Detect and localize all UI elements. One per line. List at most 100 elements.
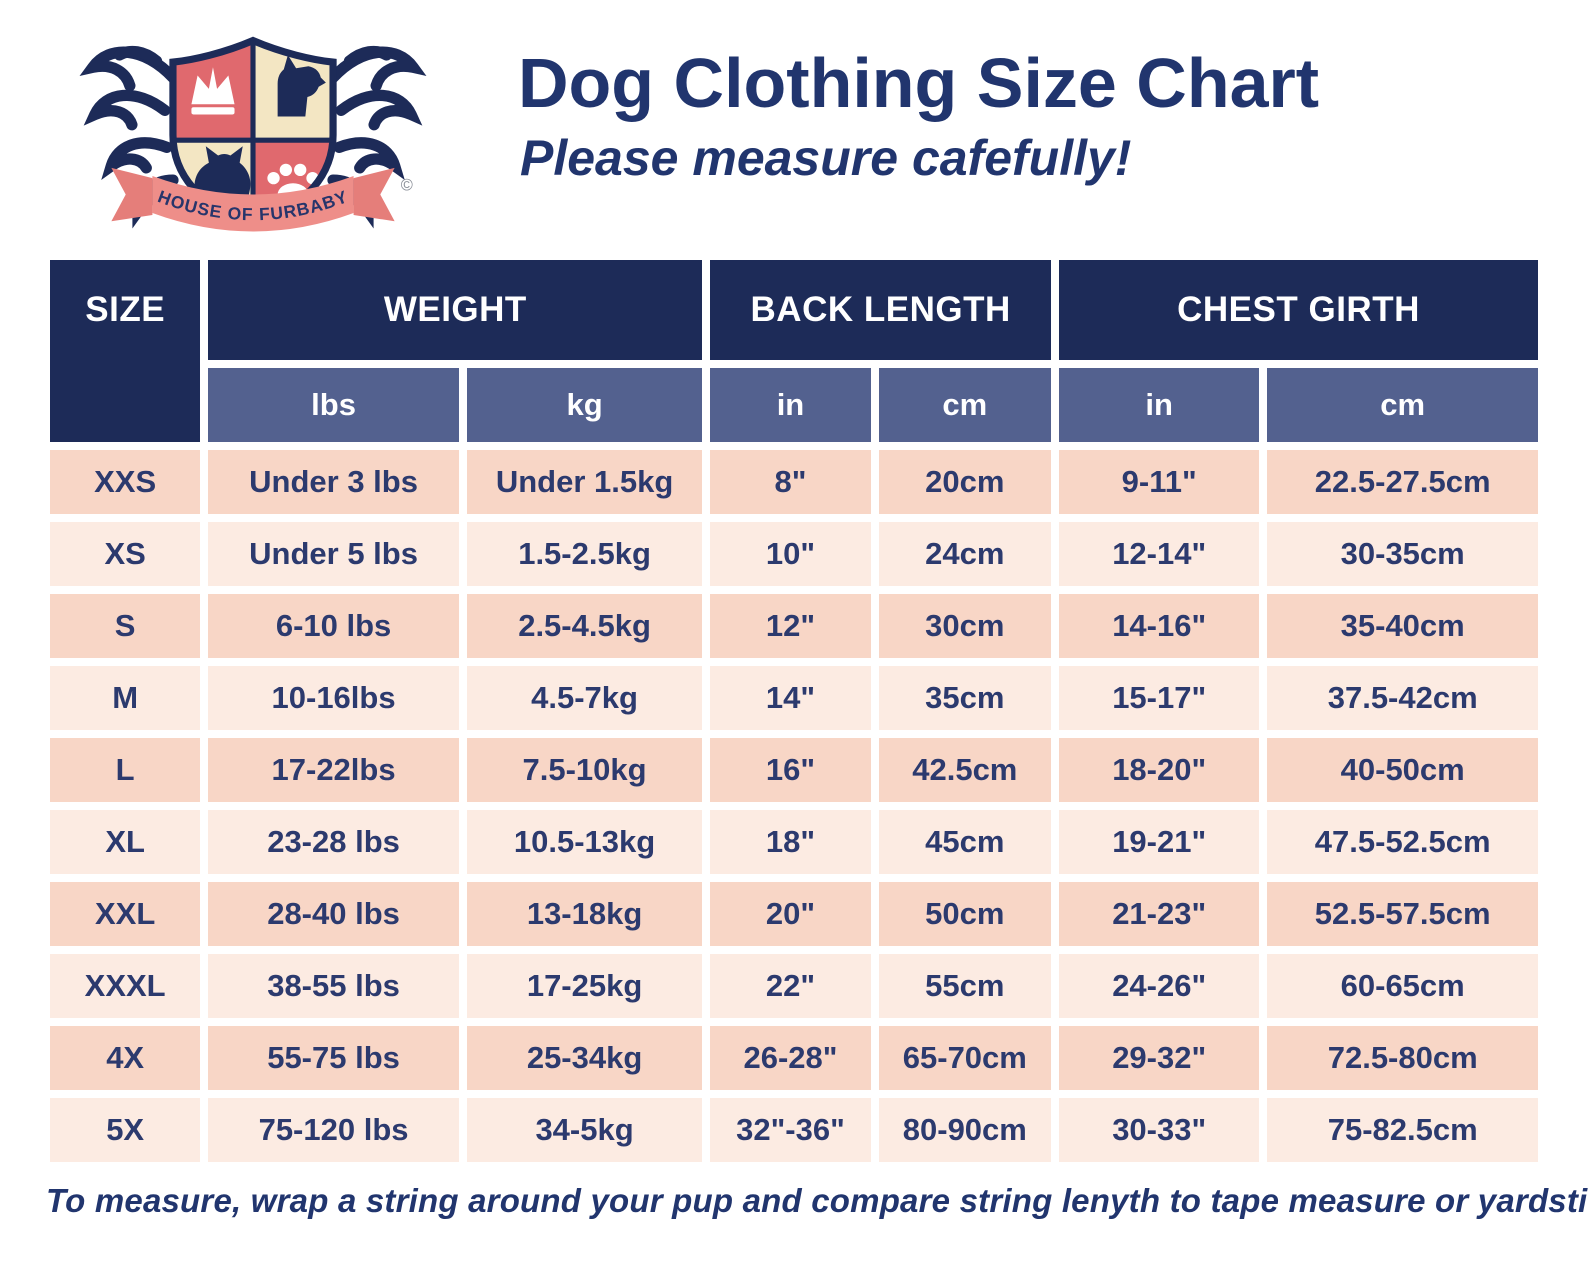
- dog-icon: [277, 54, 326, 117]
- cell-chest-cm: 52.5-57.5cm: [1267, 882, 1538, 946]
- cell-chest-cm: 37.5-42cm: [1267, 666, 1538, 730]
- cell-chest-cm: 75-82.5cm: [1267, 1098, 1538, 1162]
- cell-weight-lbs: 28-40 lbs: [208, 882, 459, 946]
- cell-chest-cm: 35-40cm: [1267, 594, 1538, 658]
- crest-logo: HOUSE OF FURBABY ©: [42, 18, 490, 251]
- crown-icon: [191, 67, 235, 115]
- cell-weight-kg: 2.5-4.5kg: [466, 594, 703, 658]
- subheader-back-in: in: [710, 368, 871, 442]
- table-row: XS Under 5 lbs 1.5-2.5kg 10" 24cm 12-14"…: [50, 522, 1538, 586]
- subheader-chest-cm: cm: [1267, 368, 1538, 442]
- subheader-weight-kg: kg: [466, 368, 703, 442]
- table-row: XL 23-28 lbs 10.5-13kg 18" 45cm 19-21" 4…: [50, 810, 1538, 874]
- cell-back-cm: 30cm: [878, 594, 1051, 658]
- cell-back-in: 10": [710, 522, 871, 586]
- cell-back-in: 16": [710, 738, 871, 802]
- masthead: HOUSE OF FURBABY © Dog Clothing Size Cha…: [42, 18, 1546, 250]
- cell-chest-cm: 40-50cm: [1267, 738, 1538, 802]
- ribbon-banner: HOUSE OF FURBABY: [111, 167, 395, 232]
- cell-back-in: 8": [710, 450, 871, 514]
- cell-back-in: 22": [710, 954, 871, 1018]
- header-chest-girth: CHEST GIRTH: [1058, 260, 1538, 360]
- size-chart-table: SIZE WEIGHT BACK LENGTH CHEST GIRTH lbs …: [42, 252, 1546, 1170]
- cell-back-cm: 45cm: [878, 810, 1051, 874]
- cell-size: XS: [50, 522, 201, 586]
- cell-weight-lbs: 23-28 lbs: [208, 810, 459, 874]
- cell-chest-in: 9-11": [1058, 450, 1260, 514]
- cell-weight-lbs: 6-10 lbs: [208, 594, 459, 658]
- cell-size: 5X: [50, 1098, 201, 1162]
- cell-chest-in: 12-14": [1058, 522, 1260, 586]
- cell-chest-cm: 22.5-27.5cm: [1267, 450, 1538, 514]
- cell-size: XXL: [50, 882, 201, 946]
- copyright-mark: ©: [401, 176, 413, 194]
- cell-chest-in: 14-16": [1058, 594, 1260, 658]
- cell-chest-in: 30-33": [1058, 1098, 1260, 1162]
- cell-weight-lbs: 17-22lbs: [208, 738, 459, 802]
- cell-back-cm: 35cm: [878, 666, 1051, 730]
- cell-weight-lbs: 10-16lbs: [208, 666, 459, 730]
- subheader-back-cm: cm: [878, 368, 1051, 442]
- footer: To measure, wrap a string around your pu…: [42, 1182, 1588, 1220]
- table-row: S 6-10 lbs 2.5-4.5kg 12" 30cm 14-16" 35-…: [50, 594, 1538, 658]
- table-row: 5X 75-120 lbs 34-5kg 32"-36" 80-90cm 30-…: [50, 1098, 1538, 1162]
- header-units-row: lbs kg in cm in cm: [50, 368, 1538, 442]
- cell-weight-kg: 4.5-7kg: [466, 666, 703, 730]
- cell-chest-cm: 47.5-52.5cm: [1267, 810, 1538, 874]
- cell-weight-kg: 17-25kg: [466, 954, 703, 1018]
- header-group-row: SIZE WEIGHT BACK LENGTH CHEST GIRTH: [50, 260, 1538, 442]
- subheader-weight-lbs: lbs: [208, 368, 459, 442]
- cell-weight-kg: 25-34kg: [466, 1026, 703, 1090]
- measuring-instructions: To measure, wrap a string around your pu…: [46, 1182, 1588, 1219]
- cell-size: L: [50, 738, 201, 802]
- cell-weight-kg: 34-5kg: [466, 1098, 703, 1162]
- cell-back-cm: 20cm: [878, 450, 1051, 514]
- cell-back-cm: 65-70cm: [878, 1026, 1051, 1090]
- cell-back-in: 20": [710, 882, 871, 946]
- cell-weight-lbs: Under 3 lbs: [208, 450, 459, 514]
- cell-weight-kg: 10.5-13kg: [466, 810, 703, 874]
- cell-size: 4X: [50, 1026, 201, 1090]
- cell-back-in: 18": [710, 810, 871, 874]
- cell-size: XXXL: [50, 954, 201, 1018]
- cell-back-in: 32"-36": [710, 1098, 871, 1162]
- cell-weight-lbs: 75-120 lbs: [208, 1098, 459, 1162]
- title-block: Dog Clothing Size Chart Please measure c…: [490, 18, 1319, 186]
- cell-chest-cm: 72.5-80cm: [1267, 1026, 1538, 1090]
- cell-chest-in: 15-17": [1058, 666, 1260, 730]
- cell-chest-in: 24-26": [1058, 954, 1260, 1018]
- cell-chest-in: 29-32": [1058, 1026, 1260, 1090]
- table-row: XXL 28-40 lbs 13-18kg 20" 50cm 21-23" 52…: [50, 882, 1538, 946]
- cell-size: XXS: [50, 450, 201, 514]
- cell-weight-lbs: 38-55 lbs: [208, 954, 459, 1018]
- table-row: M 10-16lbs 4.5-7kg 14" 35cm 15-17" 37.5-…: [50, 666, 1538, 730]
- cell-back-in: 14": [710, 666, 871, 730]
- header-weight: WEIGHT: [208, 260, 703, 360]
- subheader-chest-in: in: [1058, 368, 1260, 442]
- cell-back-cm: 42.5cm: [878, 738, 1051, 802]
- cell-chest-in: 18-20": [1058, 738, 1260, 802]
- cell-chest-in: 21-23": [1058, 882, 1260, 946]
- cell-back-cm: 24cm: [878, 522, 1051, 586]
- cell-weight-kg: 1.5-2.5kg: [466, 522, 703, 586]
- table-row: XXS Under 3 lbs Under 1.5kg 8" 20cm 9-11…: [50, 450, 1538, 514]
- cell-weight-kg: Under 1.5kg: [466, 450, 703, 514]
- cell-size: M: [50, 666, 201, 730]
- cell-size: S: [50, 594, 201, 658]
- cell-back-cm: 80-90cm: [878, 1098, 1051, 1162]
- cell-weight-lbs: Under 5 lbs: [208, 522, 459, 586]
- cell-back-cm: 50cm: [878, 882, 1051, 946]
- cell-chest-cm: 60-65cm: [1267, 954, 1538, 1018]
- cell-weight-lbs: 55-75 lbs: [208, 1026, 459, 1090]
- table-row: L 17-22lbs 7.5-10kg 16" 42.5cm 18-20" 40…: [50, 738, 1538, 802]
- page-subtitle: Please measure cafefully!: [520, 130, 1132, 186]
- cell-back-cm: 55cm: [878, 954, 1051, 1018]
- cell-back-in: 12": [710, 594, 871, 658]
- cell-weight-kg: 7.5-10kg: [466, 738, 703, 802]
- cell-size: XL: [50, 810, 201, 874]
- cell-weight-kg: 13-18kg: [466, 882, 703, 946]
- header-size: SIZE: [50, 260, 201, 442]
- cell-chest-in: 19-21": [1058, 810, 1260, 874]
- cell-chest-cm: 30-35cm: [1267, 522, 1538, 586]
